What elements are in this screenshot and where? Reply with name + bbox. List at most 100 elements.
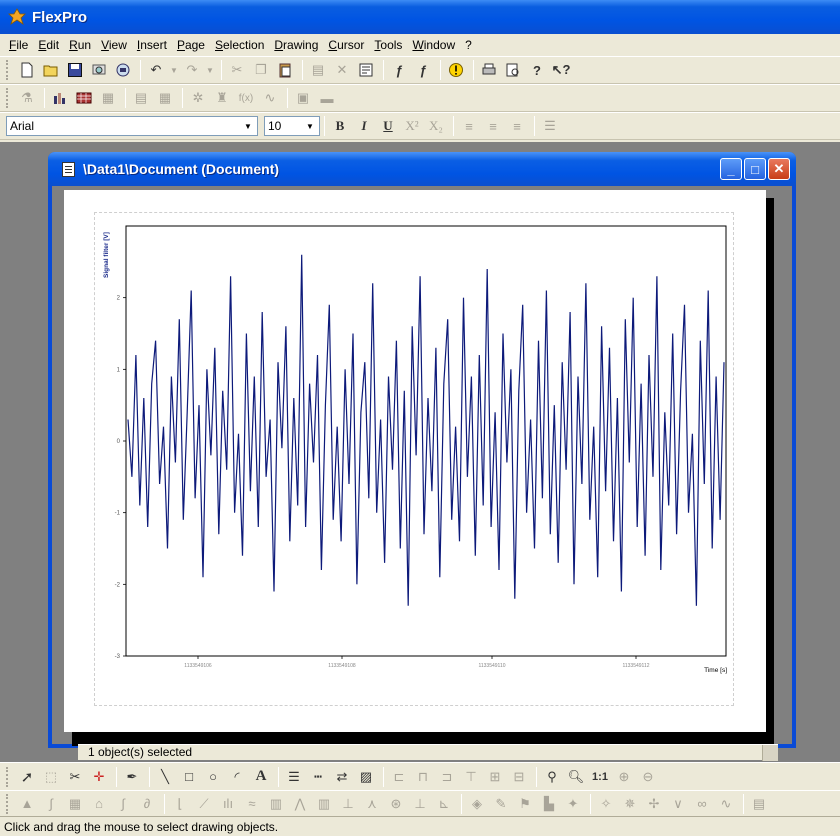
delete-icon[interactable]: ✕ xyxy=(336,62,348,77)
toolbar-grip[interactable] xyxy=(6,766,10,787)
align-left-icon[interactable]: ⊏ xyxy=(393,768,405,784)
tool-e-icon[interactable]: ∞ xyxy=(697,796,707,811)
line-style-icon[interactable]: ┅ xyxy=(314,768,322,784)
mountain-icon[interactable]: ⋏ xyxy=(367,795,377,811)
ungroup-icon[interactable]: ⊟ xyxy=(513,768,525,784)
line-weight-icon[interactable]: ☰ xyxy=(288,768,300,784)
text-icon[interactable]: A xyxy=(255,768,267,784)
paste-special-icon[interactable]: ▤ xyxy=(311,62,325,77)
print-preview-icon[interactable] xyxy=(88,59,110,81)
fit-icon[interactable]: ∫ xyxy=(49,796,53,811)
menu-selection[interactable]: Selection xyxy=(214,38,265,52)
dataset-icon[interactable]: ⚗ xyxy=(21,90,33,105)
group-icon[interactable]: ⊞ xyxy=(489,768,501,784)
underline-icon[interactable]: U xyxy=(383,118,393,133)
new-icon[interactable] xyxy=(16,59,38,81)
help-icon[interactable]: ? xyxy=(533,62,541,78)
menu-page[interactable]: Page xyxy=(176,38,205,52)
properties-icon[interactable] xyxy=(112,59,134,81)
bullets-icon[interactable]: ☰ xyxy=(544,118,556,133)
menu-cursor[interactable]: Cursor xyxy=(328,38,365,52)
chevron-down-icon[interactable]: ▼ xyxy=(306,121,314,131)
chevron-down-icon[interactable]: ▼ xyxy=(206,65,214,75)
chevron-down-icon[interactable]: ▼ xyxy=(170,65,178,75)
pencil-icon[interactable]: ✎ xyxy=(495,795,507,811)
superscript-icon[interactable]: X² xyxy=(405,118,419,133)
zoom-100-icon[interactable]: 1:1 xyxy=(592,770,608,783)
analysis-icon[interactable]: ♜ xyxy=(216,90,228,105)
envelope-icon[interactable]: ⋀ xyxy=(294,795,306,811)
subscript-icon[interactable]: X₂ xyxy=(429,118,443,133)
plot-object-frame[interactable] xyxy=(94,212,734,706)
derivative-icon[interactable]: ∂ xyxy=(143,796,151,811)
align-left-icon[interactable]: ≡ xyxy=(465,118,473,134)
fft3-icon[interactable]: ▥ xyxy=(317,795,331,811)
rectangle-icon[interactable]: □ xyxy=(185,769,193,784)
tool-d-icon[interactable]: ∨ xyxy=(673,795,683,811)
align-center-icon[interactable]: ≡ xyxy=(489,118,497,134)
menu-view[interactable]: View xyxy=(101,38,127,52)
menu-drawing[interactable]: Drawing xyxy=(274,38,319,52)
spectrum-icon[interactable]: ▲ xyxy=(20,796,34,811)
order-icon[interactable]: ⊥ xyxy=(414,795,426,811)
chevron-down-icon[interactable]: ▼ xyxy=(244,121,252,131)
histogram-icon[interactable]: ▦ xyxy=(68,795,82,811)
menu-run[interactable]: Run xyxy=(69,38,92,52)
level-icon[interactable]: ⊾ xyxy=(438,795,450,811)
menu-file[interactable]: File xyxy=(9,38,29,52)
preview-icon[interactable] xyxy=(502,59,524,81)
arrow-style-icon[interactable]: ⇄ xyxy=(336,768,348,784)
signal-icon[interactable]: ∿ xyxy=(264,90,276,105)
document-page[interactable]: -3 -2 -1 0 1 2 1133549106 1133549108 1133549110… xyxy=(64,190,766,732)
redo-icon[interactable]: ↷ xyxy=(186,62,198,77)
menu-insert[interactable]: Insert xyxy=(136,38,167,52)
font-size-select[interactable]: 10 ▼ xyxy=(264,116,320,136)
chart-icon[interactable]: ▙ xyxy=(544,795,554,811)
fft-icon[interactable]: ılı xyxy=(222,796,234,811)
fft2-icon[interactable]: ▥ xyxy=(269,795,283,811)
cut-icon[interactable]: ✂ xyxy=(231,62,243,77)
zoom-page-icon[interactable]: 🔍︎ xyxy=(567,768,585,784)
tool-b-icon[interactable]: ✵ xyxy=(624,795,636,811)
paste-icon[interactable] xyxy=(274,59,296,81)
menu-window[interactable]: Window xyxy=(412,38,456,52)
marker-icon[interactable]: ⚑ xyxy=(519,795,531,811)
italic-icon[interactable]: I xyxy=(361,118,367,133)
tool-c-icon[interactable]: ✢ xyxy=(648,795,660,811)
text-object-icon[interactable]: ▦ xyxy=(101,90,115,105)
smooth-icon[interactable]: ⟋ xyxy=(199,795,209,811)
correlation-icon[interactable]: ≈ xyxy=(248,796,256,811)
worksheet-icon[interactable]: ▦ xyxy=(158,90,172,105)
tool-f-icon[interactable]: ∿ xyxy=(720,795,732,811)
menu-edit[interactable]: Edit xyxy=(38,38,60,52)
zoom-select-icon[interactable]: ⬚ xyxy=(44,768,58,784)
minimize-button[interactable]: _ xyxy=(720,158,742,180)
align-center-icon[interactable]: ⊓ xyxy=(417,768,429,784)
copy-icon[interactable]: ❐ xyxy=(255,62,267,77)
open-icon[interactable] xyxy=(40,59,62,81)
align-right-icon[interactable]: ⊐ xyxy=(441,768,453,784)
formula-icon[interactable]: ƒ xyxy=(395,62,403,78)
bold-icon[interactable]: B xyxy=(335,118,345,133)
table-icon[interactable] xyxy=(73,87,95,109)
wizard-icon[interactable]: ✲ xyxy=(192,90,204,105)
arc-icon[interactable]: ◜ xyxy=(234,768,240,784)
warning-icon[interactable] xyxy=(445,59,467,81)
close-button[interactable]: ✕ xyxy=(768,158,790,180)
document-icon[interactable]: ▤ xyxy=(134,90,148,105)
menu-tools[interactable]: Tools xyxy=(374,38,403,52)
maximize-button[interactable]: □ xyxy=(744,158,766,180)
tool-a-icon[interactable]: ✧ xyxy=(600,795,612,811)
crosshair-icon[interactable]: ✛ xyxy=(93,768,105,784)
folder-icon[interactable]: ▣ xyxy=(296,90,310,105)
pen-icon[interactable]: ✒ xyxy=(126,768,138,784)
save-icon[interactable] xyxy=(64,59,86,81)
select-arrow-icon[interactable]: ➚ xyxy=(20,768,34,786)
zoom-icon[interactable]: ⚲ xyxy=(547,768,557,784)
toolbar-grip[interactable] xyxy=(6,60,10,80)
fill-pattern-icon[interactable]: ▨ xyxy=(359,768,373,784)
undo-icon[interactable]: ↶ xyxy=(150,62,162,77)
integral-icon[interactable]: ∫ xyxy=(121,796,125,811)
toolbar-grip[interactable] xyxy=(6,88,10,108)
toolbar-grip[interactable] xyxy=(6,793,10,814)
